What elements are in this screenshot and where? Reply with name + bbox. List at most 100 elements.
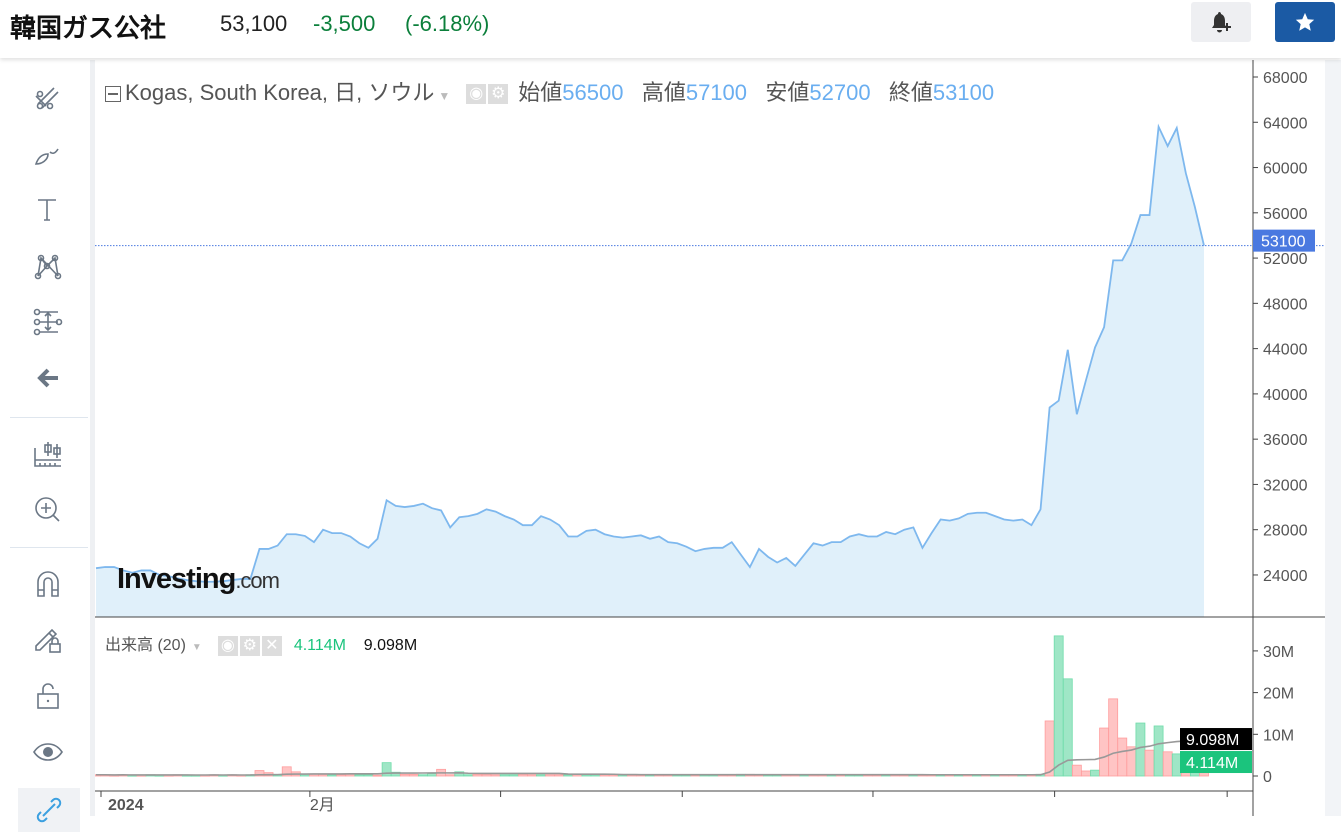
volume-y-tick-label: 20M bbox=[1263, 686, 1294, 703]
volume-ma-value: 9.098M bbox=[363, 637, 418, 654]
price-chart[interactable]: 24000 28000 32000 36000 40000 44000 48000 52000… bbox=[91, 60, 1341, 821]
volume-bar bbox=[381, 762, 392, 777]
y-tick-label: 40000 bbox=[1263, 387, 1308, 404]
magnet-tool[interactable] bbox=[28, 564, 68, 604]
y-tick-label: 60000 bbox=[1263, 161, 1308, 178]
x-tick-label: 2月 bbox=[310, 797, 335, 814]
volume-bar bbox=[418, 774, 428, 777]
chart-legend: Kogas, South Korea, 日, ソウル ▼ ◉ ⚙ 始値56500 高値5… bbox=[105, 75, 994, 107]
add-alert-button[interactable] bbox=[1191, 2, 1251, 42]
y-tick-label: 28000 bbox=[1263, 523, 1308, 540]
volume-bar bbox=[1053, 635, 1064, 777]
volume-bar bbox=[481, 773, 492, 777]
volume-bar bbox=[327, 774, 338, 777]
settings-icon[interactable]: ⚙ bbox=[488, 84, 509, 105]
volume-dropdown-icon[interactable]: ▼ bbox=[191, 642, 202, 653]
volume-bar bbox=[1171, 753, 1182, 777]
volume-bar bbox=[563, 774, 574, 777]
investing-logo: Investing.com bbox=[117, 563, 280, 595]
close-label: 終値 bbox=[888, 80, 933, 105]
back-arrow-icon bbox=[37, 368, 58, 388]
brush-tool[interactable] bbox=[28, 134, 68, 174]
volume-bar bbox=[508, 774, 519, 777]
volume-last-badge-label: 4.114M bbox=[1186, 755, 1238, 772]
header: 韓国ガス公社 53,100 -3,500 (-6.18%) bbox=[0, 0, 1341, 58]
y-tick-label: 48000 bbox=[1263, 296, 1308, 313]
zoom-in-tool[interactable] bbox=[28, 490, 68, 530]
close-icon[interactable]: ✕ bbox=[261, 635, 282, 656]
settings-icon[interactable]: ⚙ bbox=[239, 635, 260, 656]
volume-bar bbox=[1071, 764, 1082, 777]
volume-bar bbox=[499, 774, 510, 777]
price-change: -3,500 bbox=[313, 11, 376, 36]
symbol-label[interactable]: Kogas, South Korea, 日, ソウル bbox=[125, 80, 435, 105]
volume-bar bbox=[490, 774, 501, 777]
volume-last-value: 4.114M bbox=[293, 637, 346, 654]
fib-icon bbox=[33, 308, 63, 336]
volume-ma-badge-label: 9.098M bbox=[1186, 732, 1239, 749]
price-change-percent: (-6.18%) bbox=[405, 11, 490, 36]
magnet-icon bbox=[37, 571, 59, 597]
pattern-icon bbox=[34, 254, 62, 280]
volume-bar bbox=[281, 766, 292, 777]
volume-bar bbox=[463, 774, 474, 777]
indicators-tool[interactable] bbox=[28, 434, 68, 474]
volume-bar bbox=[1044, 720, 1055, 777]
volume-bar bbox=[1062, 678, 1073, 777]
last-price-label: 53100 bbox=[1261, 234, 1306, 251]
volume-label[interactable]: 出来高 (20) bbox=[105, 637, 186, 654]
volume-bar bbox=[1162, 751, 1173, 777]
last-price: 53,100 bbox=[220, 11, 288, 36]
close-value: 53100 bbox=[932, 80, 995, 105]
volume-bar bbox=[408, 773, 419, 777]
indicators-icon bbox=[34, 442, 61, 467]
y-tick-label: 56000 bbox=[1263, 206, 1308, 223]
collapse-icon[interactable] bbox=[105, 86, 121, 103]
high-value: 57100 bbox=[685, 80, 748, 105]
volume-y-tick-label: 30M bbox=[1263, 644, 1294, 661]
volume-y-tick-label: 10M bbox=[1263, 727, 1294, 744]
volume-bar bbox=[1153, 725, 1164, 777]
eye-tool[interactable] bbox=[28, 732, 68, 772]
volume-y-tick-label: 0 bbox=[1263, 769, 1272, 786]
symbol-dropdown-icon[interactable]: ▼ bbox=[438, 89, 451, 103]
visibility-icon[interactable]: ◉ bbox=[217, 635, 238, 656]
y-tick-label: 32000 bbox=[1263, 477, 1308, 494]
volume-bar bbox=[372, 774, 383, 777]
volume-legend: 出来高 (20) ▼ ◉ ⚙ ✕ 4.114M 9.098M bbox=[105, 631, 417, 656]
volume-bar bbox=[1108, 698, 1119, 777]
volume-bar bbox=[472, 773, 483, 777]
y-tick-label: 44000 bbox=[1263, 342, 1308, 359]
volume-ma-badge bbox=[1180, 728, 1252, 751]
unlock-tool[interactable] bbox=[28, 676, 68, 716]
pattern-tool[interactable] bbox=[28, 246, 68, 286]
y-tick-label: 64000 bbox=[1263, 115, 1308, 132]
lock-drawing-tool[interactable] bbox=[28, 620, 68, 660]
drawing-toolbar bbox=[0, 60, 90, 832]
brush-icon bbox=[34, 148, 59, 165]
volume-bar bbox=[545, 774, 555, 777]
link-tool[interactable] bbox=[18, 788, 80, 832]
text-tool[interactable] bbox=[28, 190, 68, 230]
volume-bar bbox=[554, 774, 565, 777]
visibility-icon[interactable]: ◉ bbox=[466, 84, 487, 105]
toolbar-divider bbox=[10, 547, 88, 548]
chart-canvas[interactable]: 24000 28000 32000 36000 40000 44000 48000 52000… bbox=[91, 60, 1341, 816]
volume-bar bbox=[1117, 737, 1128, 777]
crosshair-lines-icon bbox=[35, 87, 59, 110]
back-arrow-tool[interactable] bbox=[28, 358, 68, 398]
y-tick-label: 36000 bbox=[1263, 432, 1308, 449]
volume-bar bbox=[399, 773, 410, 777]
crosshair-lines-tool[interactable] bbox=[28, 78, 68, 118]
fib-tool[interactable] bbox=[28, 302, 68, 342]
zoom-in-icon bbox=[35, 497, 60, 522]
volume-bar bbox=[517, 773, 528, 777]
volume-bar bbox=[1081, 770, 1091, 777]
volume-bar bbox=[454, 771, 465, 777]
price-line bbox=[95, 123, 1205, 583]
high-label: 高値 bbox=[641, 80, 686, 105]
volume-bar bbox=[354, 774, 365, 777]
favorite-button[interactable] bbox=[1275, 2, 1335, 42]
open-value: 56500 bbox=[562, 80, 624, 105]
volume-bar bbox=[363, 774, 374, 777]
